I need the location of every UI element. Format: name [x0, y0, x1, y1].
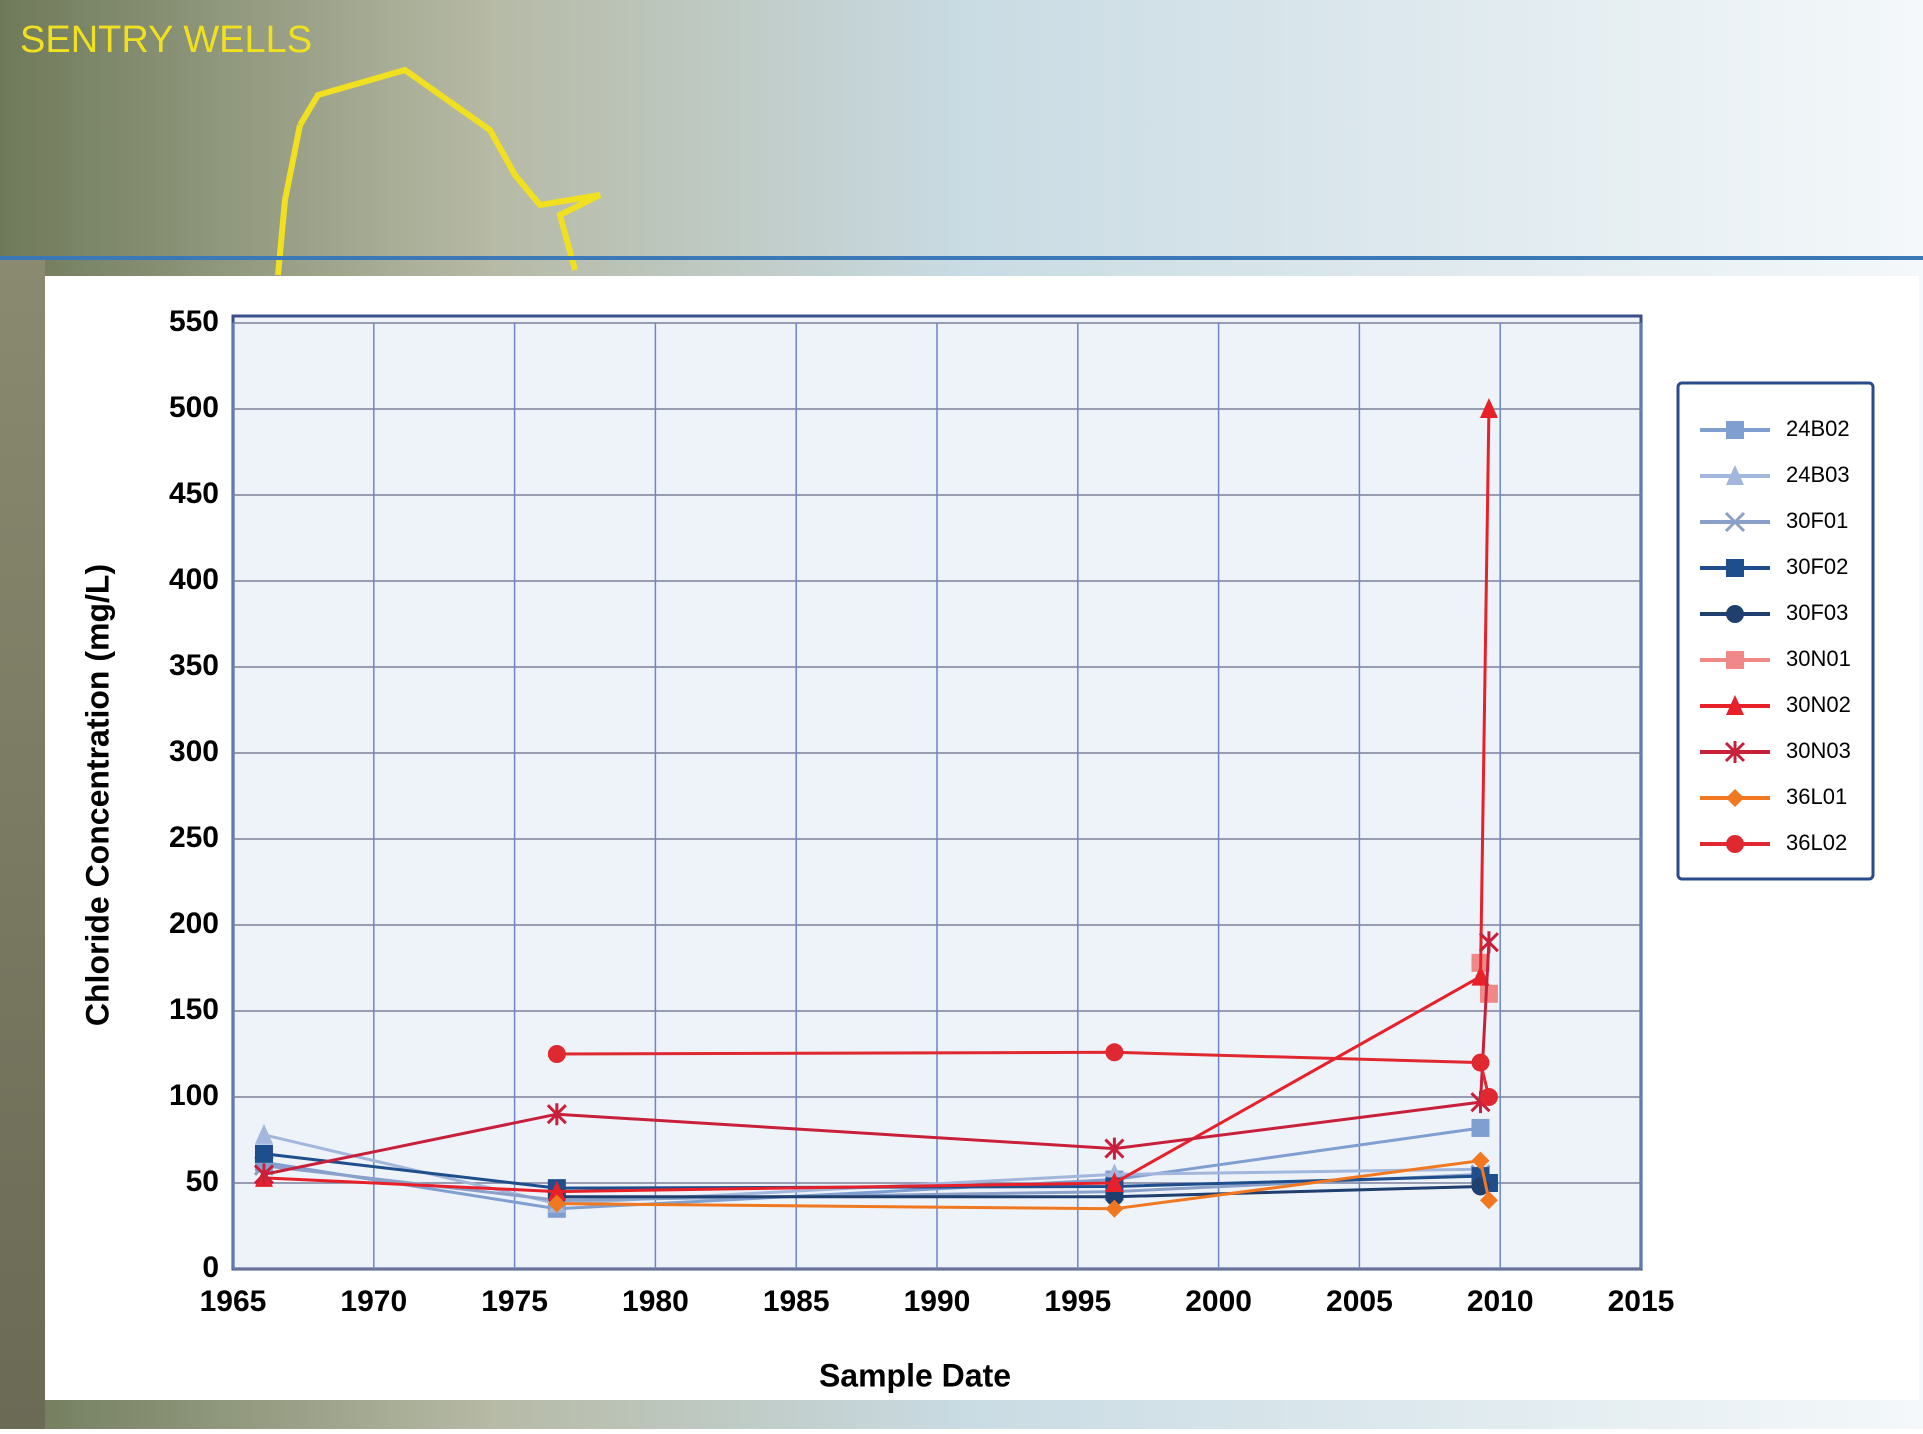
- x-tick-label: 1975: [481, 1285, 548, 1318]
- x-tick-label: 1965: [200, 1285, 267, 1318]
- marker: [255, 1145, 273, 1163]
- y-tick-label: 350: [169, 649, 219, 682]
- marker: [1105, 1043, 1123, 1061]
- y-tick-label: 100: [169, 1079, 219, 1112]
- legend-label: 24B02: [1786, 416, 1850, 441]
- y-axis-label: Chloride Concentration (mg/L): [79, 564, 115, 1026]
- x-tick-label: 1995: [1044, 1285, 1111, 1318]
- x-tick-label: 1970: [340, 1285, 407, 1318]
- y-tick-label: 250: [169, 821, 219, 854]
- y-tick-label: 450: [169, 477, 219, 510]
- marker: [548, 1045, 566, 1063]
- legend-label: 36L01: [1786, 784, 1847, 809]
- marker: [1726, 421, 1744, 439]
- y-tick-label: 400: [169, 563, 219, 596]
- y-tick-label: 150: [169, 993, 219, 1026]
- x-tick-label: 2005: [1326, 1285, 1393, 1318]
- slide-title: SENTRY WELLS: [20, 19, 312, 61]
- marker: [1471, 1119, 1489, 1137]
- slide: SENTRY WELLS Sample Date Chloride Concen…: [0, 0, 1923, 1429]
- marker: [1726, 605, 1744, 623]
- legend-label: 36L02: [1786, 830, 1847, 855]
- x-tick-label: 1990: [904, 1285, 971, 1318]
- background-strip: [0, 258, 45, 1429]
- legend-label: 30F03: [1786, 600, 1848, 625]
- marker: [1480, 1088, 1498, 1106]
- marker: [1726, 835, 1744, 853]
- legend-label: 30F01: [1786, 508, 1848, 533]
- x-axis-label: Sample Date: [819, 1357, 1011, 1393]
- legend-label: 24B03: [1786, 462, 1850, 487]
- x-tick-label: 2015: [1608, 1285, 1675, 1318]
- y-tick-label: 50: [186, 1165, 219, 1198]
- legend-label: 30N01: [1786, 646, 1851, 671]
- x-tick-label: 1985: [763, 1285, 830, 1318]
- marker: [1480, 985, 1498, 1003]
- legend-label: 30F02: [1786, 554, 1848, 579]
- y-tick-label: 550: [169, 305, 219, 338]
- marker: [1726, 651, 1744, 669]
- legend-label: 30N03: [1786, 738, 1851, 763]
- x-tick-label: 2000: [1185, 1285, 1252, 1318]
- x-tick-label: 2010: [1467, 1285, 1534, 1318]
- marker: [1471, 1054, 1489, 1072]
- y-tick-label: 500: [169, 391, 219, 424]
- y-tick-label: 0: [202, 1251, 219, 1284]
- marker: [1726, 559, 1744, 577]
- x-tick-label: 1980: [622, 1285, 689, 1318]
- y-tick-label: 300: [169, 735, 219, 768]
- legend-label: 30N02: [1786, 692, 1851, 717]
- y-tick-label: 200: [169, 907, 219, 940]
